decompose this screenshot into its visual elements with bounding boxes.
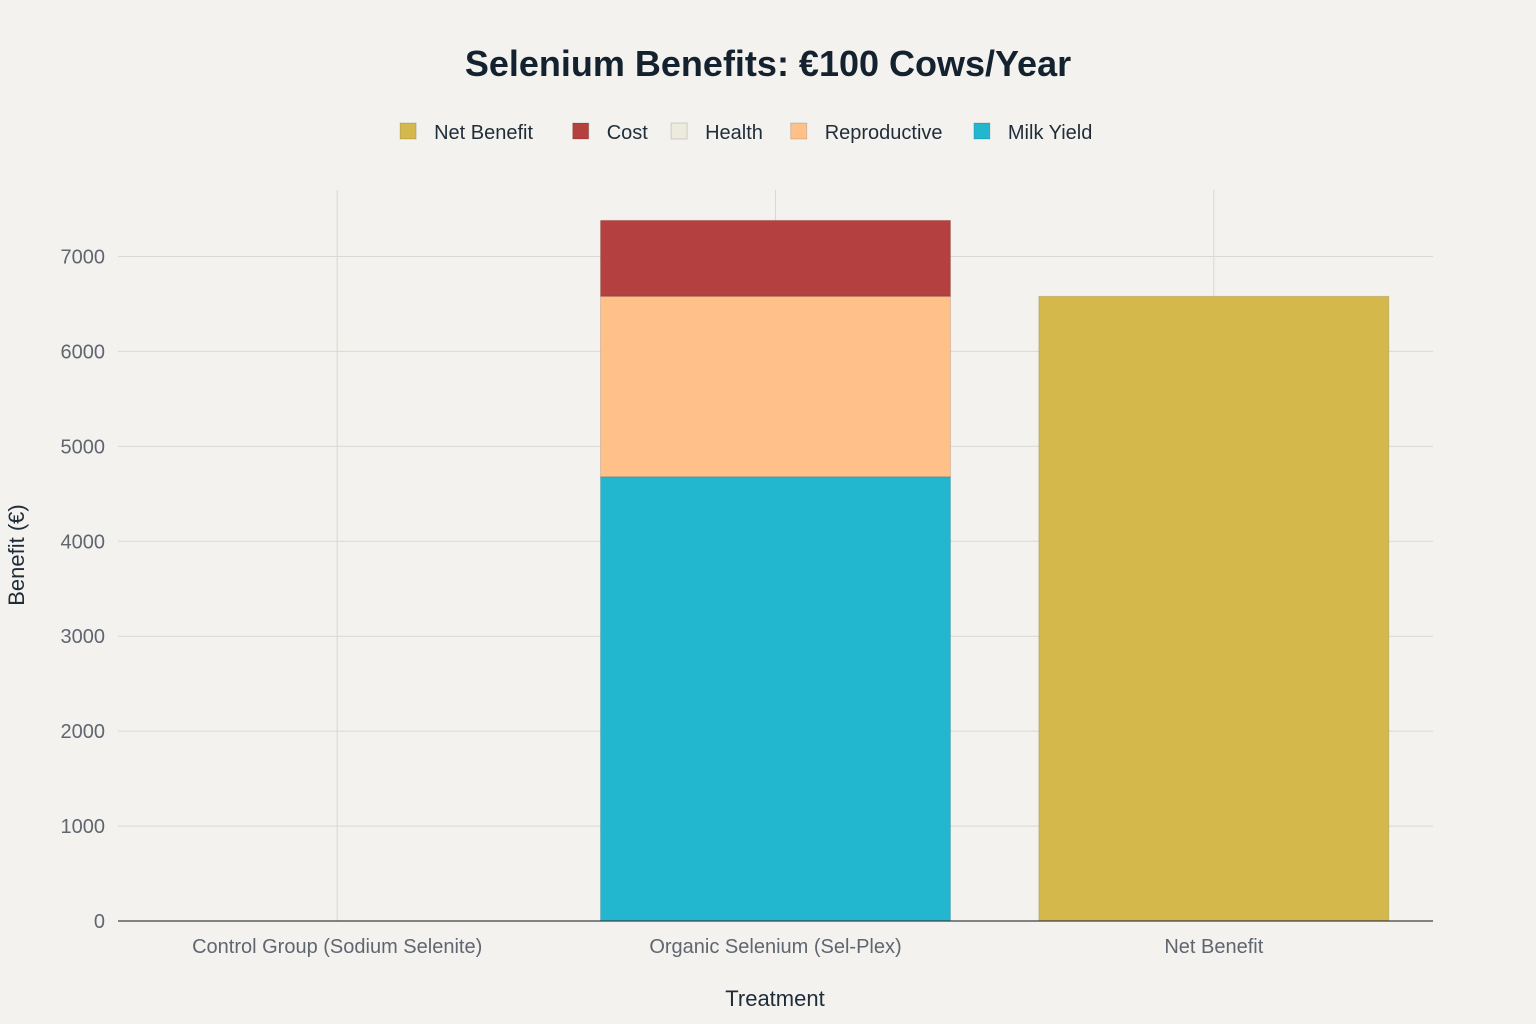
legend-item-milk-yield[interactable]: Milk Yield	[973, 122, 1092, 144]
legend-item-reproductive[interactable]: Reproductive	[790, 122, 943, 144]
y-tick-label: 7000	[61, 246, 106, 268]
legend-item-cost[interactable]: Cost	[572, 122, 649, 144]
x-axis-title: Treatment	[725, 986, 824, 1011]
x-axis-ticks: Control Group (Sodium Selenite) Organic S…	[192, 936, 1264, 958]
bar-reproductive	[600, 295, 951, 478]
chart-title: Selenium Benefits: €100 Cows/Year	[465, 43, 1071, 84]
y-tick-label: 0	[94, 911, 105, 933]
legend-label: Milk Yield	[1008, 122, 1092, 144]
legend-swatch	[399, 122, 417, 140]
legend-item-health[interactable]: Health	[670, 122, 763, 144]
legend-item-net-benefit[interactable]: Net Benefit	[399, 122, 533, 144]
bar-cost	[600, 219, 951, 297]
y-tick-label: 2000	[61, 721, 106, 743]
bar-net-benefit	[1038, 295, 1390, 922]
y-tick-label: 5000	[61, 436, 106, 458]
y-axis-title: Benefit (€)	[4, 504, 29, 606]
legend-swatch	[790, 122, 808, 140]
y-tick-label: 4000	[61, 531, 106, 553]
legend[interactable]: Net Benefit Cost Health Reproductive Milk Yi…	[399, 122, 1092, 144]
y-tick-label: 1000	[61, 816, 106, 838]
legend-label: Reproductive	[825, 122, 943, 144]
bars	[600, 219, 1390, 922]
x-tick-label: Net Benefit	[1164, 936, 1263, 958]
bar-milk-yield	[600, 476, 951, 922]
legend-label: Cost	[607, 122, 649, 144]
legend-swatch	[973, 122, 991, 140]
x-tick-label: Organic Selenium (Sel-Plex)	[649, 936, 901, 958]
legend-label: Net Benefit	[434, 122, 533, 144]
legend-swatch	[670, 122, 688, 140]
y-axis-ticks: 0 1000 2000 3000 4000 5000 6000 7000	[61, 246, 106, 933]
legend-label: Health	[705, 122, 763, 144]
y-tick-label: 6000	[61, 341, 106, 363]
y-tick-label: 3000	[61, 626, 106, 648]
x-tick-label: Control Group (Sodium Selenite)	[192, 936, 482, 958]
legend-swatch	[572, 122, 590, 140]
